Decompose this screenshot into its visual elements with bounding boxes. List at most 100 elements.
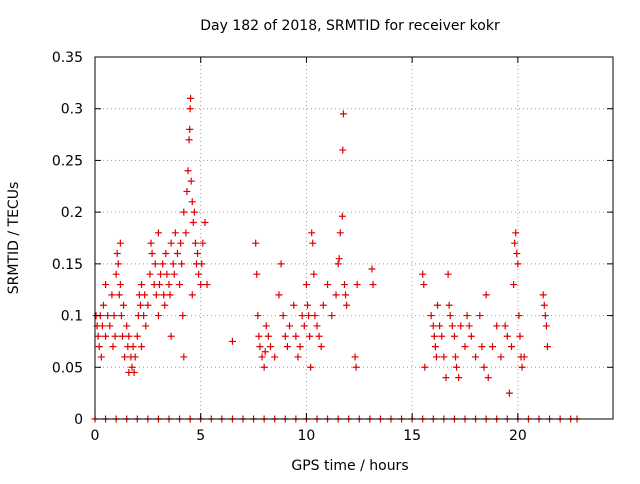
data-point — [430, 332, 438, 340]
grid-lines — [95, 57, 613, 419]
data-point — [307, 363, 315, 371]
data-point — [116, 239, 124, 247]
data-point — [338, 212, 346, 220]
y-tick-label: 0.2 — [61, 205, 83, 221]
data-point — [182, 229, 190, 237]
data-point — [352, 363, 360, 371]
y-tick-label: 0.35 — [52, 50, 83, 66]
y-tick-label: 0.25 — [52, 153, 83, 169]
data-point — [328, 312, 336, 320]
data-point — [315, 332, 323, 340]
data-point — [484, 374, 492, 382]
data-point — [102, 281, 110, 289]
data-point — [106, 322, 114, 330]
data-point — [279, 312, 287, 320]
data-point — [147, 239, 155, 247]
data-point — [446, 312, 454, 320]
data-point — [488, 343, 496, 351]
data-point — [429, 322, 437, 330]
data-point — [302, 281, 310, 289]
data-point — [125, 332, 133, 340]
data-point — [369, 281, 377, 289]
data-point — [283, 343, 291, 351]
data-point — [258, 353, 266, 361]
x-tick-label: 15 — [403, 428, 421, 444]
data-point — [440, 353, 448, 361]
data-point — [148, 250, 156, 258]
data-point — [540, 301, 548, 309]
data-point — [305, 312, 313, 320]
y-tick-label: 0.1 — [61, 309, 83, 325]
data-point — [482, 291, 490, 299]
data-point — [451, 353, 459, 361]
data-point — [157, 270, 165, 278]
data-point — [171, 229, 179, 237]
data-point — [309, 239, 317, 247]
data-point — [162, 250, 170, 258]
y-tick-label: 0 — [74, 412, 83, 428]
data-point — [141, 291, 149, 299]
data-point — [419, 270, 427, 278]
data-point — [187, 94, 195, 102]
data-point — [260, 363, 268, 371]
data-point — [286, 322, 294, 330]
data-point — [261, 348, 269, 356]
y-tick-labels: 0 0.05 0.1 0.15 0.2 0.25 0.3 0.35 — [52, 50, 83, 428]
data-point — [541, 312, 549, 320]
data-point — [188, 198, 196, 206]
data-point — [539, 291, 547, 299]
data-point — [146, 270, 154, 278]
data-point — [518, 363, 526, 371]
data-point — [111, 332, 119, 340]
data-point — [99, 301, 107, 309]
data-point — [445, 301, 453, 309]
data-point — [436, 322, 444, 330]
data-point — [313, 322, 321, 330]
data-point — [197, 281, 205, 289]
data-point — [310, 270, 318, 278]
data-point — [117, 312, 125, 320]
data-point — [178, 260, 186, 268]
data-point — [438, 332, 446, 340]
data-point — [515, 312, 523, 320]
data-point — [294, 353, 302, 361]
data-point — [306, 332, 314, 340]
chart-title: Day 182 of 2018, SRMTID for receiver kok… — [200, 18, 500, 34]
data-point — [353, 281, 361, 289]
data-point — [505, 389, 513, 397]
data-point — [513, 250, 521, 258]
x-axis-label: GPS time / hours — [291, 458, 408, 474]
axis-ticks — [94, 56, 613, 420]
data-point — [292, 332, 300, 340]
data-point — [478, 343, 486, 351]
data-point — [154, 312, 162, 320]
data-point — [453, 363, 461, 371]
data-point — [97, 353, 105, 361]
data-point — [112, 270, 120, 278]
x-tick-label: 20 — [509, 428, 527, 444]
data-point — [180, 208, 188, 216]
data-point — [503, 332, 511, 340]
data-point — [120, 301, 128, 309]
data-point — [186, 125, 194, 133]
data-point — [131, 353, 139, 361]
data-point — [228, 337, 236, 345]
data-point — [508, 343, 516, 351]
data-point — [102, 332, 110, 340]
x-tick-label: 5 — [196, 428, 205, 444]
data-point — [152, 291, 160, 299]
data-point — [115, 291, 123, 299]
y-tick-label: 0.15 — [52, 257, 83, 273]
data-point — [463, 312, 471, 320]
data-point — [256, 343, 264, 351]
data-point — [199, 239, 207, 247]
data-point — [138, 343, 146, 351]
data-point — [203, 281, 211, 289]
data-point — [311, 312, 319, 320]
x-tick-label: 0 — [91, 428, 100, 444]
data-point — [118, 332, 126, 340]
data-point — [183, 187, 191, 195]
data-point — [142, 322, 150, 330]
